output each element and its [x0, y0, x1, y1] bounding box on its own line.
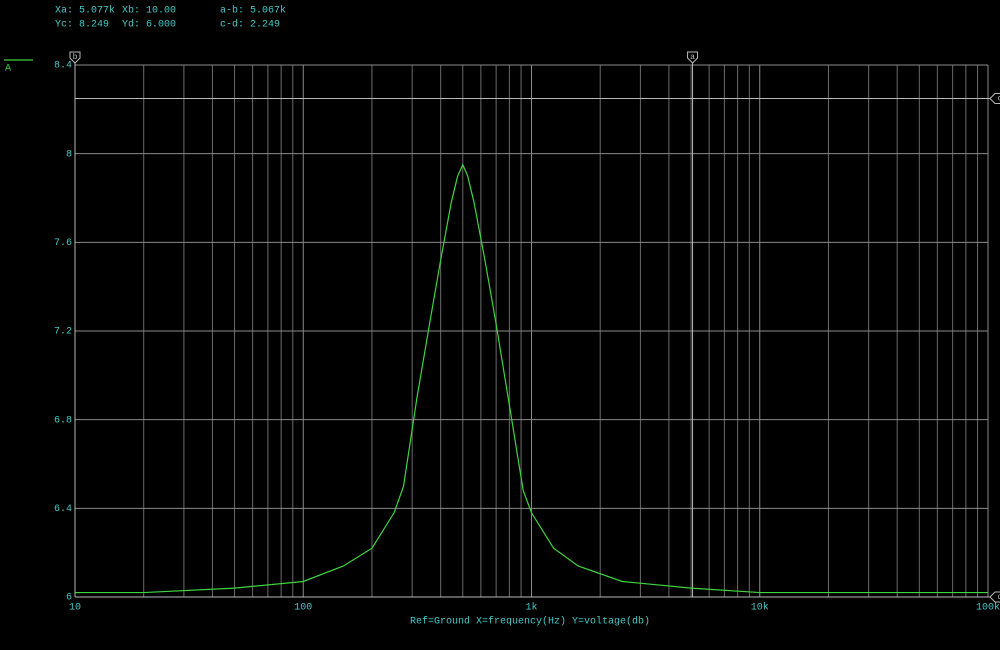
- y-tick-label: 7.6: [54, 238, 72, 249]
- y-tick-label: 8: [66, 149, 72, 160]
- cursor-marker: [687, 51, 699, 64]
- series-line: [75, 163, 988, 594]
- cursor-marker: [989, 591, 1000, 603]
- cursor-marker: [989, 92, 1000, 104]
- x-tick-label: 1k: [525, 602, 537, 614]
- x-tick-label: 100k: [976, 602, 1000, 614]
- cursor-readout: Xa: 5.077k: [55, 5, 115, 17]
- cursor-readout: Xb: 10.00: [122, 5, 176, 17]
- cursor-marker: [69, 51, 81, 64]
- y-tick-label: 6: [66, 593, 72, 604]
- cursor-name: d: [998, 593, 1000, 602]
- y-tick-label: 7.2: [54, 327, 72, 338]
- cursor-readout: Yd: 6.000: [122, 19, 176, 31]
- cursor-name: c: [998, 95, 1000, 104]
- cursor-delta: c-d: 2.249: [220, 19, 280, 31]
- x-axis-label: Ref=Ground X=frequency(Hz) Y=voltage(db): [410, 616, 650, 628]
- cursor-delta: a-b: 5.067k: [220, 5, 286, 17]
- cursor-name: b: [73, 53, 78, 62]
- cursor-readout: Yc: 8.249: [55, 20, 109, 31]
- y-tick-label: 6.4: [54, 504, 72, 515]
- x-tick-label: 100: [294, 603, 312, 614]
- cursor-name: a: [690, 53, 695, 62]
- legend-label: A: [5, 64, 11, 75]
- x-tick-label: 10: [69, 603, 81, 614]
- y-tick-label: 6.8: [54, 415, 72, 426]
- y-tick-label: 8.4: [54, 61, 72, 72]
- x-tick-label: 10k: [751, 602, 769, 614]
